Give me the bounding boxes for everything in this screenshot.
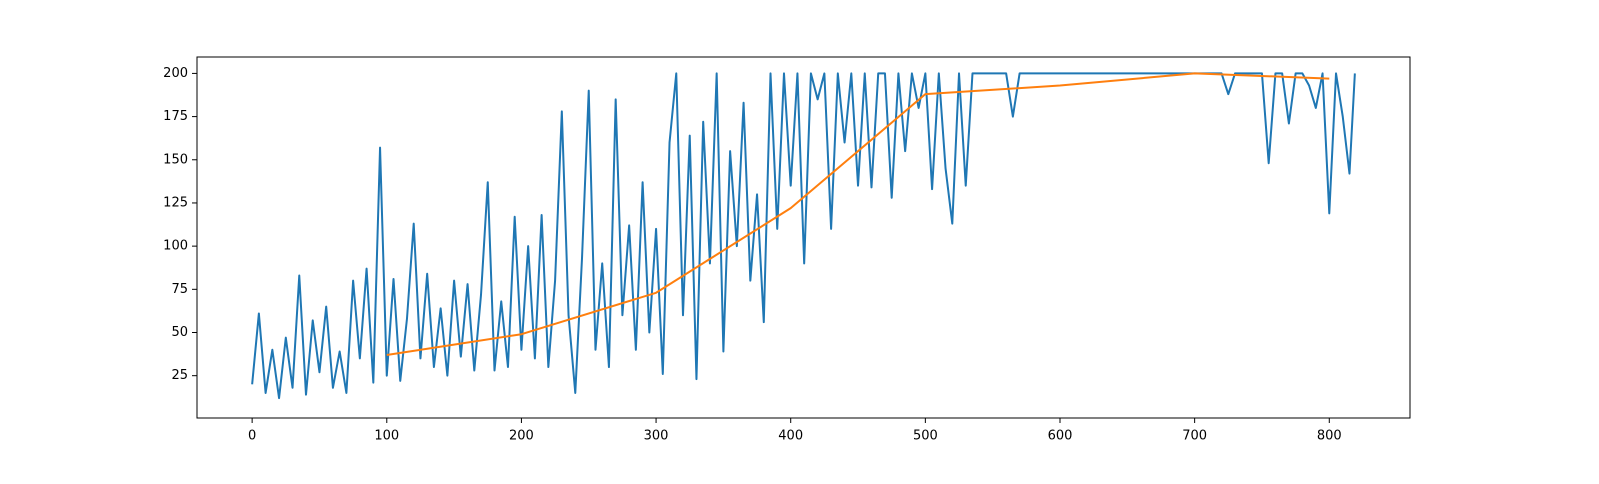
x-tick-label: 300 (644, 429, 669, 444)
y-tick-label: 100 (163, 239, 188, 254)
y-tick-label: 50 (171, 325, 188, 340)
x-tick-label: 100 (374, 429, 399, 444)
x-tick-label: 0 (248, 429, 256, 444)
x-tick-label: 500 (913, 429, 938, 444)
y-tick-label: 200 (163, 66, 188, 81)
x-tick-label: 200 (509, 429, 534, 444)
y-tick-label: 25 (171, 368, 188, 383)
y-tick-label: 150 (163, 152, 188, 167)
y-tick-label: 125 (163, 195, 188, 210)
plot-frame (196, 56, 1411, 419)
x-tick-label: 400 (778, 429, 803, 444)
y-tick-label: 75 (171, 282, 188, 297)
x-tick-label: 700 (1182, 429, 1207, 444)
x-tick-label: 800 (1317, 429, 1342, 444)
y-tick-label: 175 (163, 109, 188, 124)
series-line (386, 72, 1330, 356)
x-tick-label: 600 (1048, 429, 1073, 444)
